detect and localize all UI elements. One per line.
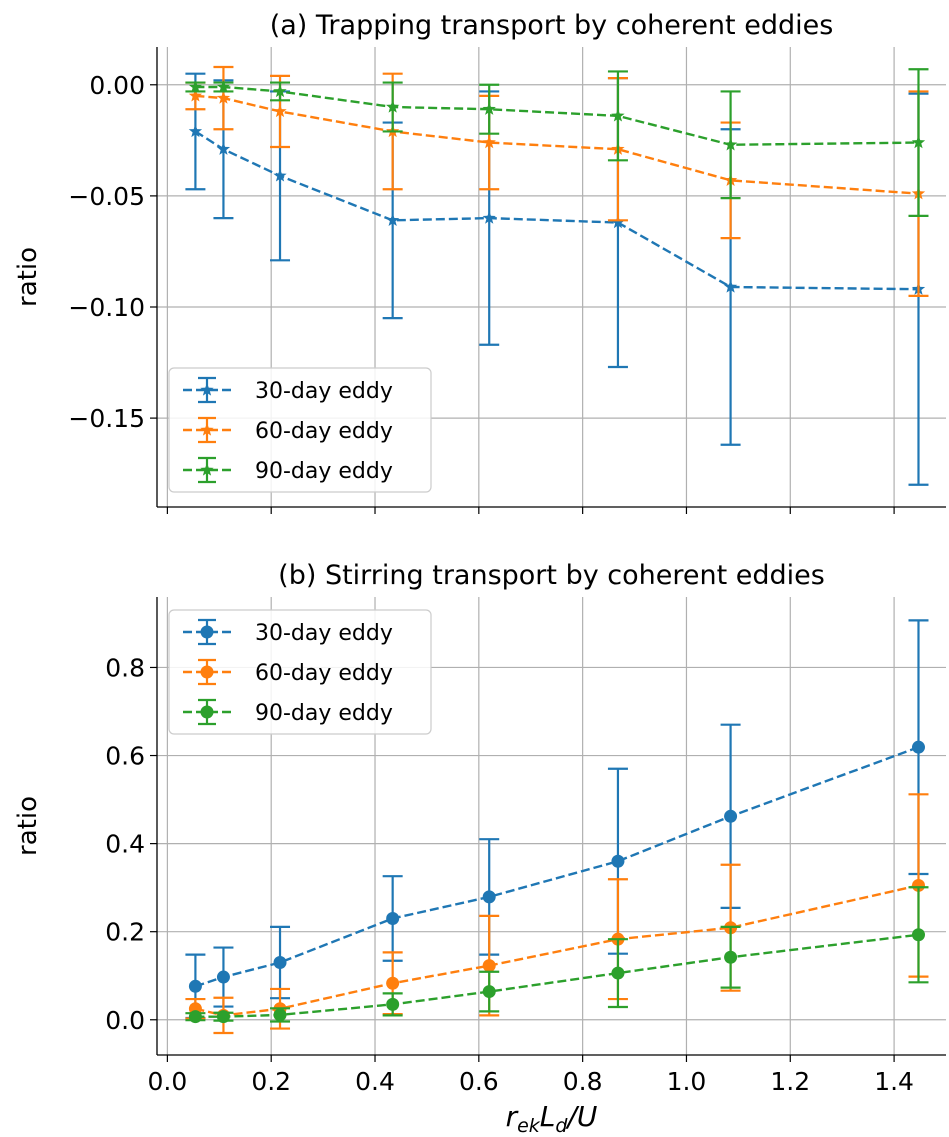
series-line: [194, 130, 919, 291]
series-2: [185, 65, 929, 297]
data-point: [482, 211, 496, 224]
y-tick-label: 0.00: [89, 71, 145, 100]
chart-title: (b) Stirring transport by coherent eddie…: [278, 560, 825, 591]
legend-marker: [200, 665, 214, 679]
data-point: [482, 135, 496, 149]
data-point: [188, 124, 203, 138]
data-point: [723, 137, 738, 151]
data-point: [611, 854, 625, 868]
x-tick-label: 0.8: [563, 1067, 603, 1096]
chart-panel-a: 0.00 −0.05 −0.10 −0.15 (a) Trapping transpor…: [13, 10, 946, 514]
series-line: [195, 85, 919, 146]
legend-label: 60-day eddy: [255, 419, 393, 444]
data-point: [188, 88, 203, 102]
data-point: [216, 91, 231, 104]
series-1: [185, 619, 929, 1020]
data-point: [482, 959, 496, 973]
legend-marker: [200, 383, 214, 396]
y-tick-label: 0.4: [105, 830, 145, 859]
y-axis-label: ratio: [13, 796, 43, 856]
data-point: [911, 928, 925, 942]
data-point: [724, 950, 738, 964]
data-point: [724, 809, 738, 823]
data-point: [216, 970, 230, 984]
legend-marker: [200, 423, 214, 436]
data-point: [216, 80, 231, 93]
data-point: [273, 84, 287, 98]
x-label-subscript: d: [555, 1115, 568, 1137]
x-label-part: r: [506, 1100, 519, 1133]
data-point: [386, 100, 400, 113]
legend-marker: [200, 705, 214, 719]
series-2: [185, 793, 929, 1035]
x-axis-label: rekLd/U: [506, 1100, 598, 1137]
y-tick-label: −0.15: [68, 404, 145, 433]
chart-title: (a) Trapping transport by coherent eddie…: [270, 10, 834, 41]
y-tick-label: −0.05: [68, 182, 145, 211]
data-point: [611, 215, 625, 229]
x-tick-label: 0.2: [251, 1067, 291, 1096]
x-label-subscript: ek: [517, 1115, 541, 1137]
x-label-part: /U: [564, 1100, 597, 1133]
legend-label: 30-day eddy: [255, 379, 393, 404]
chart-panel-b: 0.0 0.2 0.4 0.6 0.8 1.0 1.2 1.4 0.0 0.2 0.4 0.6 0.8 (…: [13, 560, 946, 1137]
x-tick-label: 1.2: [770, 1067, 810, 1096]
y-axis-label: ratio: [13, 247, 43, 307]
legend-box: [168, 609, 432, 735]
x-label-part: L: [540, 1100, 556, 1133]
series-line: [195, 94, 919, 195]
legend-label: 30-day eddy: [255, 621, 393, 646]
data-point: [386, 997, 400, 1011]
x-tick-label: 0.6: [459, 1067, 499, 1096]
data-point: [216, 142, 231, 155]
x-tick-label: 0.0: [147, 1067, 187, 1096]
series-line: [195, 933, 919, 1018]
data-point: [386, 213, 400, 226]
data-point: [911, 740, 925, 754]
legend-box: [168, 367, 432, 493]
y-tick-label: 0.6: [105, 742, 145, 771]
data-point: [188, 979, 202, 993]
y-tick-label: 0.0: [105, 1006, 145, 1035]
data-point: [482, 890, 496, 904]
series-line: [195, 746, 919, 988]
data-point: [723, 280, 738, 293]
data-point: [216, 1010, 230, 1024]
data-point: [482, 102, 496, 115]
series-3: [185, 68, 929, 217]
legend: 30-day eddy 60-day eddy 90-day eddy: [168, 367, 432, 493]
data-point: [273, 956, 287, 970]
y-tick-label: 0.2: [105, 918, 145, 947]
data-point: [386, 911, 400, 925]
legend-marker: [200, 625, 214, 639]
data-point: [611, 966, 625, 980]
legend-marker: [200, 463, 214, 476]
data-point: [273, 168, 287, 182]
x-tick-label: 1.0: [667, 1067, 707, 1096]
legend-label: 60-day eddy: [255, 661, 393, 686]
x-tick-label: 0.4: [355, 1067, 395, 1096]
data-point: [482, 985, 496, 999]
legend-label: 90-day eddy: [255, 459, 393, 484]
data-point: [188, 1010, 202, 1024]
y-tick-label: −0.10: [68, 293, 145, 322]
x-tick-label: 1.4: [874, 1067, 914, 1096]
data-point: [386, 976, 400, 990]
legend-label: 90-day eddy: [255, 701, 393, 726]
data-point: [273, 104, 287, 118]
y-tick-label: 0.8: [105, 653, 145, 682]
data-point: [911, 135, 926, 149]
data-point: [911, 878, 925, 892]
legend: 30-day eddy 60-day eddy 90-day eddy: [168, 609, 432, 735]
series-line: [195, 884, 919, 1017]
data-point: [188, 80, 203, 93]
data-point: [611, 108, 625, 122]
series-3: [185, 886, 929, 1024]
data-point: [273, 1008, 287, 1022]
